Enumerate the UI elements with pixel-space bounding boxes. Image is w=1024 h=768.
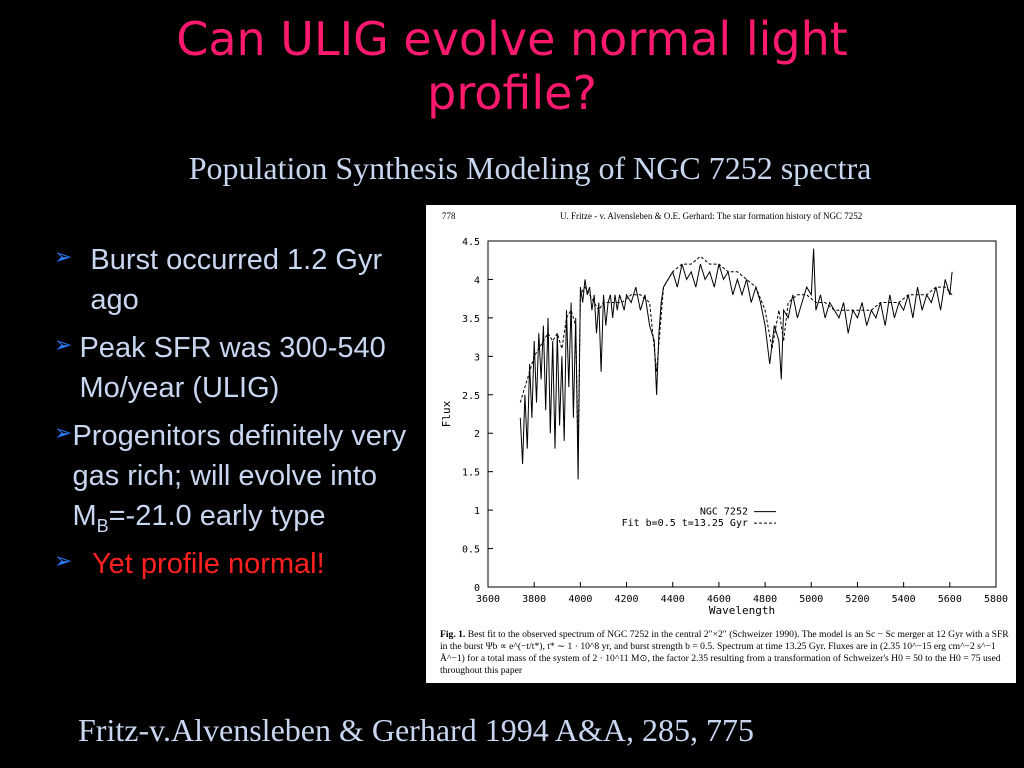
x-axis-label: Wavelength [709,604,775,617]
x-tick-label: 4600 [707,594,731,605]
y-tick-label: 4.5 [462,237,480,248]
x-tick-label: 5600 [938,594,962,605]
y-tick-label: 1 [474,506,480,517]
bullet-text: Progenitors definitely very gas rich; wi… [72,416,424,536]
bullet-text-highlight: Yet profile normal! [92,548,325,580]
x-tick-label: 3800 [522,594,546,605]
bullet-text: Burst occurred 1.2 Gyr ago [90,244,383,316]
x-tick-label: 3600 [476,594,500,605]
x-tick-label: 4000 [568,594,592,605]
plot-area: 3600 3800 4000 4200 4400 4600 4800 5000 5200 5400… [440,237,1008,617]
y-tick-label: 2 [474,429,480,440]
y-tick-label: 3.5 [462,314,480,325]
bullet-item: ➢ Burst occurred 1.2 Gyr ago [54,240,424,320]
x-tick-label: 5200 [845,594,869,605]
running-head: U. Fritze - v. Alvensleben & O.E. Gerhar… [560,211,862,221]
spectrum-chart: 778 U. Fritze - v. Alvensleben & O.E. Ge… [440,211,1008,617]
bullet-item: ➢ Yet profile normal! [54,544,424,584]
caption-label: Fig. 1. [440,629,466,640]
citation-footer: Fritz-v.Alvensleben & Gerhard 1994 A&A, … [78,712,755,748]
y-tick-label: 0 [474,583,480,594]
y-tick-label: 0.5 [462,545,480,556]
figure-caption: Fig. 1. Best fit to the observed spectru… [440,629,1012,677]
y-tick-label: 2.5 [462,391,480,402]
y-tick-label: 1.5 [462,468,480,479]
slide-title: Can ULIG evolve normal light profile? [0,12,1024,120]
paper-figure: 778 U. Fritze - v. Alvensleben & O.E. Ge… [426,205,1016,683]
plot-frame [487,240,997,588]
legend-label: NGC 7252 [700,507,748,518]
arrow-bullet-icon: ➢ [54,332,73,357]
y-tick-label: 4 [474,275,480,286]
series-line-observed [519,248,953,480]
arrow-bullet-icon: ➢ [54,548,73,573]
slide-subtitle: Population Synthesis Modeling of NGC 725… [188,150,872,186]
y-axis-label: Flux [440,400,453,427]
arrow-bullet-icon: ➢ [54,244,73,269]
y-tick-label: 3 [474,352,480,363]
bullet-text-pre: Progenitors definitely very gas rich; wi… [72,420,407,532]
caption-text: Best fit to the observed spectrum of NGC… [440,629,1009,676]
bullet-text-post: =-21.0 early type [108,500,326,532]
subscript: B [96,515,109,536]
bullet-list: ➢ Burst occurred 1.2 Gyr ago ➢ Peak SFR … [54,240,424,592]
x-tick-label: 4400 [661,594,685,605]
bullet-text: Peak SFR was 300-540 Mo/year (ULIG) [79,332,386,404]
title-line-2: profile? [427,66,597,120]
x-tick-label: 4800 [753,594,777,605]
x-tick-label: 5000 [799,594,823,605]
page-number: 778 [442,211,456,221]
x-tick-label: 5400 [892,594,916,605]
title-line-1: Can ULIG evolve normal light [176,12,848,66]
arrow-bullet-icon: ➢ [54,420,73,445]
x-tick-label: 5800 [984,594,1008,605]
legend-label: Fit b=0.5 t=13.25 Gyr [622,518,748,529]
bullet-item: ➢ Progenitors definitely very gas rich; … [54,416,424,536]
x-tick-label: 4200 [614,594,638,605]
series-line-model [519,255,953,449]
bullet-item: ➢ Peak SFR was 300-540 Mo/year (ULIG) [54,328,424,408]
